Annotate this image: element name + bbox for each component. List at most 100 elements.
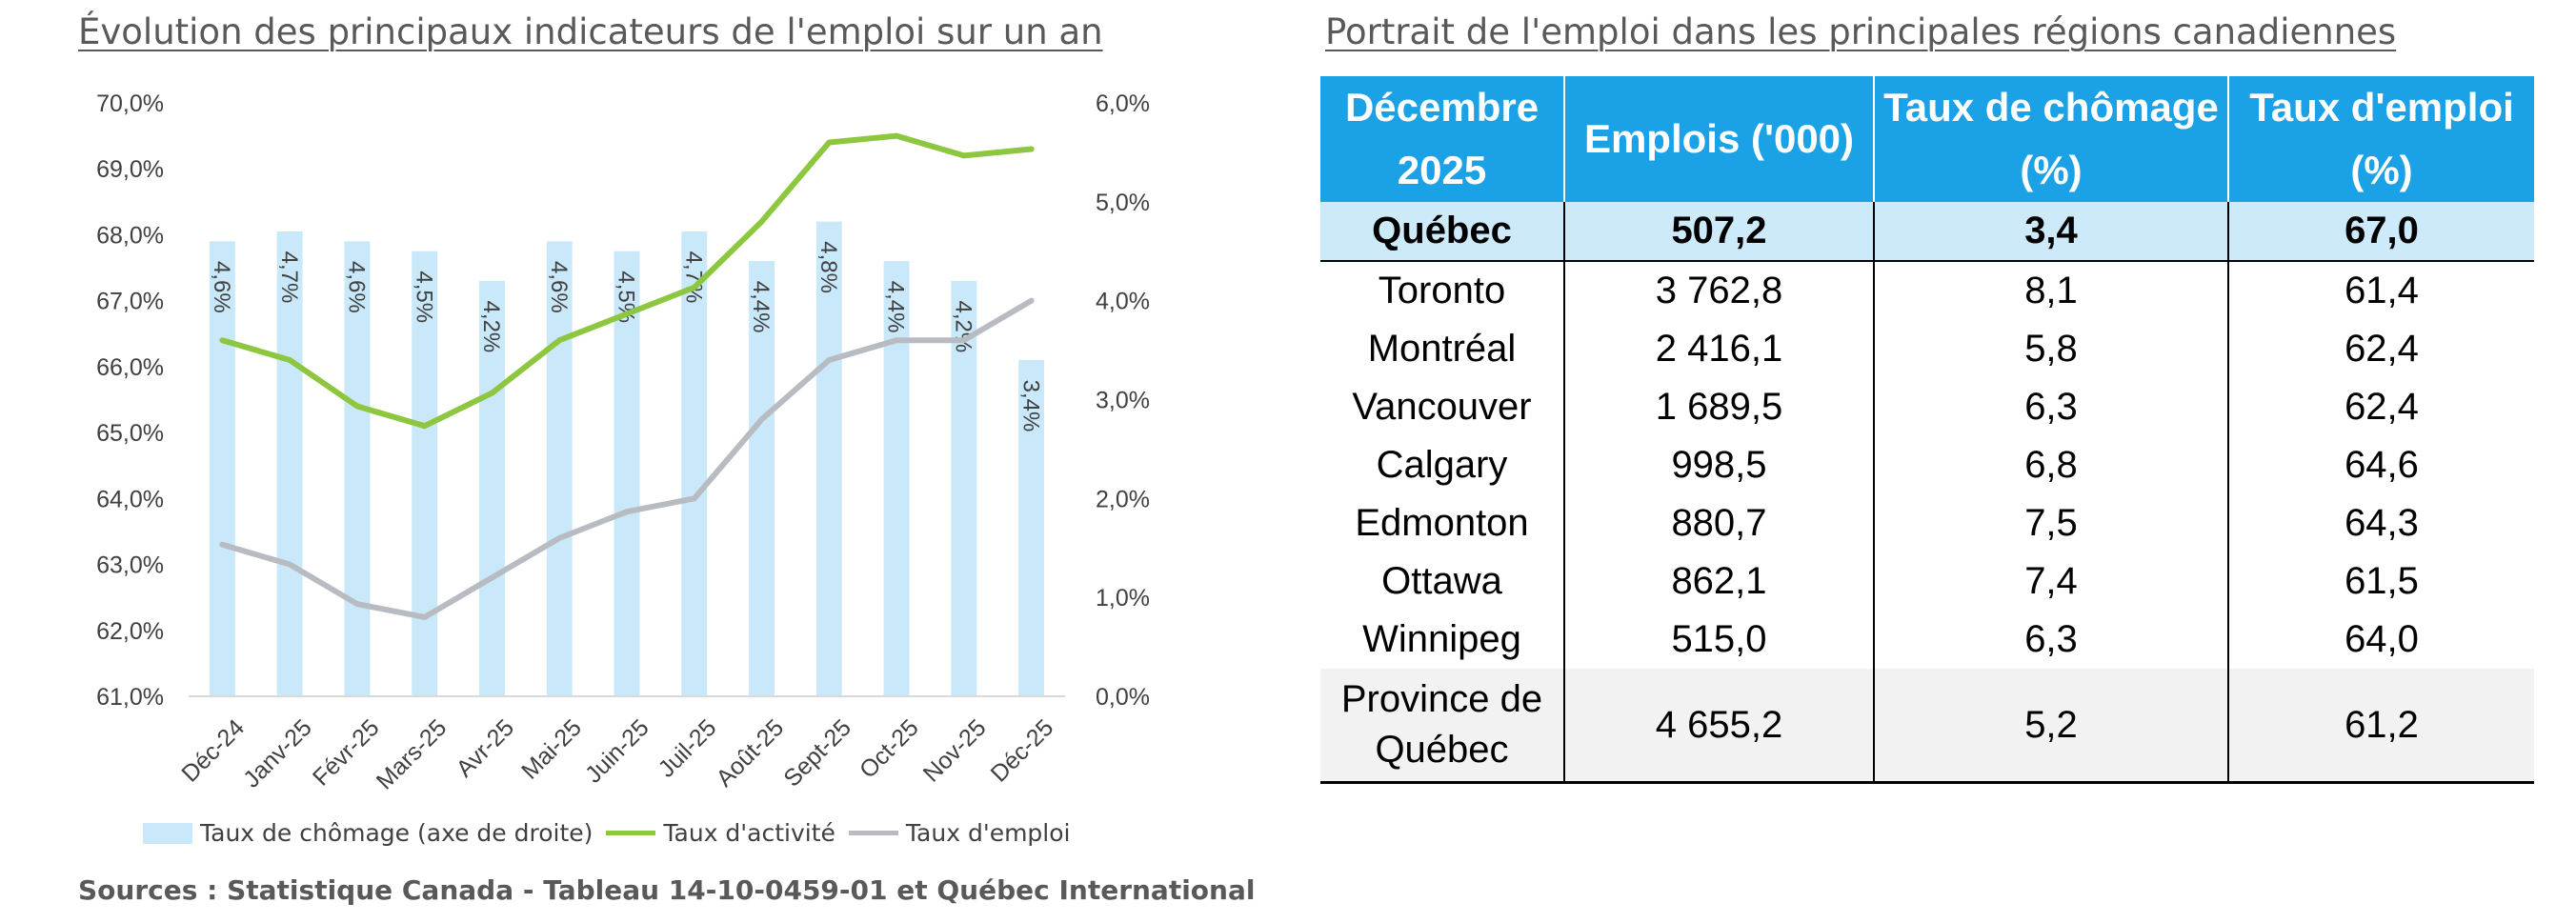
left-axis-tick-label: 69,0% bbox=[96, 156, 164, 183]
cell-region: Toronto bbox=[1378, 270, 1506, 311]
cell-region: Province de Québec bbox=[1320, 669, 1564, 784]
table-row: Québec 507,2 3,4 67,0 bbox=[1320, 202, 2534, 262]
cell-employment-rate: 64,3 bbox=[2227, 494, 2534, 552]
cell-jobs: 998,5 bbox=[1563, 436, 1874, 494]
cell-unemployment: 6,3 bbox=[1873, 611, 2228, 669]
x-axis-category-label: Févr-25 bbox=[308, 714, 385, 792]
chart-title: Évolution des principaux indicateurs de … bbox=[78, 11, 1103, 52]
x-axis-category-label: Mars-25 bbox=[372, 714, 453, 795]
legend-label-employment: Taux d'emploi bbox=[905, 819, 1071, 847]
table-row: Toronto 3 762,8 8,1 61,4 bbox=[1320, 261, 2534, 320]
cell-jobs: 3 762,8 bbox=[1563, 261, 1874, 320]
cell-unemployment: 7,4 bbox=[1873, 552, 2228, 611]
table-row: Winnipeg 515,0 6,3 64,0 bbox=[1320, 611, 2534, 669]
unemployment-bar bbox=[815, 221, 842, 696]
cell-unemployment: 3,4 bbox=[1873, 202, 2228, 262]
bar-data-label: 4,2% bbox=[951, 301, 976, 353]
left-axis-tick-label: 63,0% bbox=[96, 552, 164, 579]
left-axis-tick-label: 67,0% bbox=[96, 289, 164, 315]
header-period: Décembre 2025 bbox=[1320, 76, 1564, 202]
unemployment-bar bbox=[951, 280, 977, 696]
unemployment-bar bbox=[344, 241, 371, 696]
unemployment-bar bbox=[883, 261, 910, 696]
legend-item-activity: Taux d'activité bbox=[606, 819, 835, 847]
cell-unemployment: 5,8 bbox=[1873, 320, 2228, 378]
left-axis-tick-label: 68,0% bbox=[96, 222, 164, 249]
legend-label-activity: Taux d'activité bbox=[663, 819, 835, 847]
right-axis-tick-label: 0,0% bbox=[1096, 684, 1150, 711]
cell-region: Montréal bbox=[1367, 328, 1517, 370]
table-title: Portrait de l'emploi dans les principale… bbox=[1325, 11, 2397, 52]
cell-employment-rate: 62,4 bbox=[2227, 320, 2534, 378]
x-axis-category-label: Janv-25 bbox=[238, 714, 317, 793]
cell-jobs: 507,2 bbox=[1563, 202, 1874, 262]
cell-jobs: 862,1 bbox=[1563, 552, 1874, 611]
cell-jobs: 1 689,5 bbox=[1563, 378, 1874, 436]
bar-data-label: 4,8% bbox=[815, 241, 841, 293]
cell-employment-rate: 67,0 bbox=[2227, 202, 2534, 262]
cell-jobs: 515,0 bbox=[1563, 611, 1874, 669]
right-axis-tick-label: 4,0% bbox=[1096, 289, 1150, 315]
cell-region: Winnipeg bbox=[1362, 618, 1521, 660]
x-axis-category-label: Sept-25 bbox=[778, 714, 856, 793]
cell-region: Ottawa bbox=[1381, 560, 1502, 602]
x-axis-category-label: Mai-25 bbox=[516, 714, 587, 785]
regions-table: Décembre 2025 Emplois ('000) Taux de chô… bbox=[1320, 76, 2534, 784]
right-axis-tick-label: 1,0% bbox=[1096, 585, 1150, 612]
cell-jobs: 2 416,1 bbox=[1563, 320, 1874, 378]
cell-employment-rate: 61,5 bbox=[2227, 552, 2534, 611]
unemployment-bar bbox=[412, 251, 438, 696]
table-header-row: Décembre 2025 Emplois ('000) Taux de chô… bbox=[1320, 76, 2534, 202]
unemployment-bar bbox=[1018, 359, 1045, 696]
bar-data-label: 4,4% bbox=[883, 281, 909, 333]
chart-legend: Taux de chômage (axe de droite) Taux d'a… bbox=[143, 819, 1084, 847]
bar-data-label: 3,4% bbox=[1017, 380, 1043, 432]
cell-employment-rate: 61,2 bbox=[2227, 669, 2534, 784]
legend-label-unemployment: Taux de chômage (axe de droite) bbox=[200, 819, 594, 847]
cell-unemployment: 8,1 bbox=[1873, 261, 2228, 320]
cell-region: Québec bbox=[1320, 202, 1564, 262]
cell-employment-rate: 64,6 bbox=[2227, 436, 2534, 494]
legend-swatch-bar bbox=[143, 822, 192, 844]
source-note: Sources : Statistique Canada - Tableau 1… bbox=[78, 874, 1256, 906]
table-row: Edmonton 880,7 7,5 64,3 bbox=[1320, 494, 2534, 552]
unemployment-bar bbox=[479, 280, 505, 696]
table-row: Ottawa 862,1 7,4 61,5 bbox=[1320, 552, 2534, 611]
legend-swatch-activity bbox=[606, 831, 656, 835]
activity-rate-line bbox=[219, 132, 1035, 430]
legend-item-unemployment: Taux de chômage (axe de droite) bbox=[143, 819, 593, 847]
table-row: Province de Québec 4 655,2 5,2 61,2 bbox=[1320, 669, 2534, 784]
cell-unemployment: 6,8 bbox=[1873, 436, 2228, 494]
x-axis-category-label: Déc-25 bbox=[986, 714, 1059, 788]
cell-region: Vancouver bbox=[1352, 386, 1532, 428]
cell-jobs: 4 655,2 bbox=[1563, 669, 1874, 784]
x-axis-category-label: Juin-25 bbox=[580, 714, 654, 789]
right-axis-tick-label: 3,0% bbox=[1096, 388, 1150, 414]
unemployment-bar bbox=[681, 231, 708, 696]
right-axis-tick-label: 6,0% bbox=[1096, 90, 1150, 117]
table-row: Vancouver 1 689,5 6,3 62,4 bbox=[1320, 378, 2534, 436]
cell-unemployment: 6,3 bbox=[1873, 378, 2228, 436]
left-axis-tick-label: 66,0% bbox=[96, 354, 164, 381]
right-axis-tick-label: 5,0% bbox=[1096, 190, 1150, 216]
cell-unemployment: 7,5 bbox=[1873, 494, 2228, 552]
left-axis-tick-label: 61,0% bbox=[96, 684, 164, 711]
unemployment-bar bbox=[749, 261, 775, 696]
cell-jobs: 880,7 bbox=[1563, 494, 1874, 552]
cell-region: Calgary bbox=[1376, 444, 1508, 486]
left-axis-tick-label: 70,0% bbox=[96, 90, 164, 117]
unemployment-bar bbox=[546, 241, 573, 696]
left-axis-tick-label: 64,0% bbox=[96, 486, 164, 512]
combo-chart: 61,0% 62,0% 63,0% 64,0% 65,0% 66,0% 67,0% 68,0%… bbox=[96, 90, 1150, 795]
employment-rate-line bbox=[219, 297, 1035, 620]
legend-item-employment: Taux d'emploi bbox=[848, 819, 1071, 847]
header-employment-rate: Taux d'emploi (%) bbox=[2227, 76, 2534, 202]
cell-unemployment: 5,2 bbox=[1873, 669, 2228, 784]
x-axis-category-label: Oct-25 bbox=[855, 714, 924, 784]
header-unemployment: Taux de chômage (%) bbox=[1873, 76, 2228, 202]
bar-data-label: 4,5% bbox=[411, 271, 436, 323]
table-row: Montréal 2 416,1 5,8 62,4 bbox=[1320, 320, 2534, 378]
unemployment-bar bbox=[614, 251, 640, 696]
unemployment-bar bbox=[209, 241, 235, 696]
bar-data-label: 4,6% bbox=[344, 261, 370, 313]
